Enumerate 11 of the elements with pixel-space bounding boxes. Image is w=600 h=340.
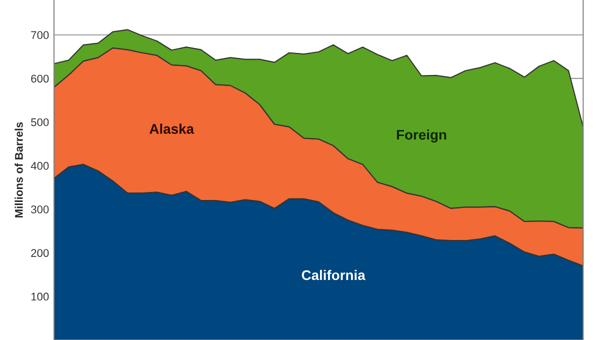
- y-tick-label: 200: [31, 249, 49, 257]
- y-axis-title: Millions of Barrels: [14, 122, 23, 218]
- y-tick-label: 500: [31, 118, 49, 126]
- y-tick-label: 400: [30, 162, 49, 170]
- y-tick-label: 300: [31, 206, 49, 214]
- y-tick-label: 700: [31, 31, 49, 40]
- series-label: California: [302, 270, 366, 280]
- series-label: Alaska: [150, 124, 194, 134]
- y-tick-label: 100: [31, 292, 49, 301]
- series-label: Foreign: [396, 129, 446, 143]
- y-tick-label: 600: [31, 74, 49, 83]
